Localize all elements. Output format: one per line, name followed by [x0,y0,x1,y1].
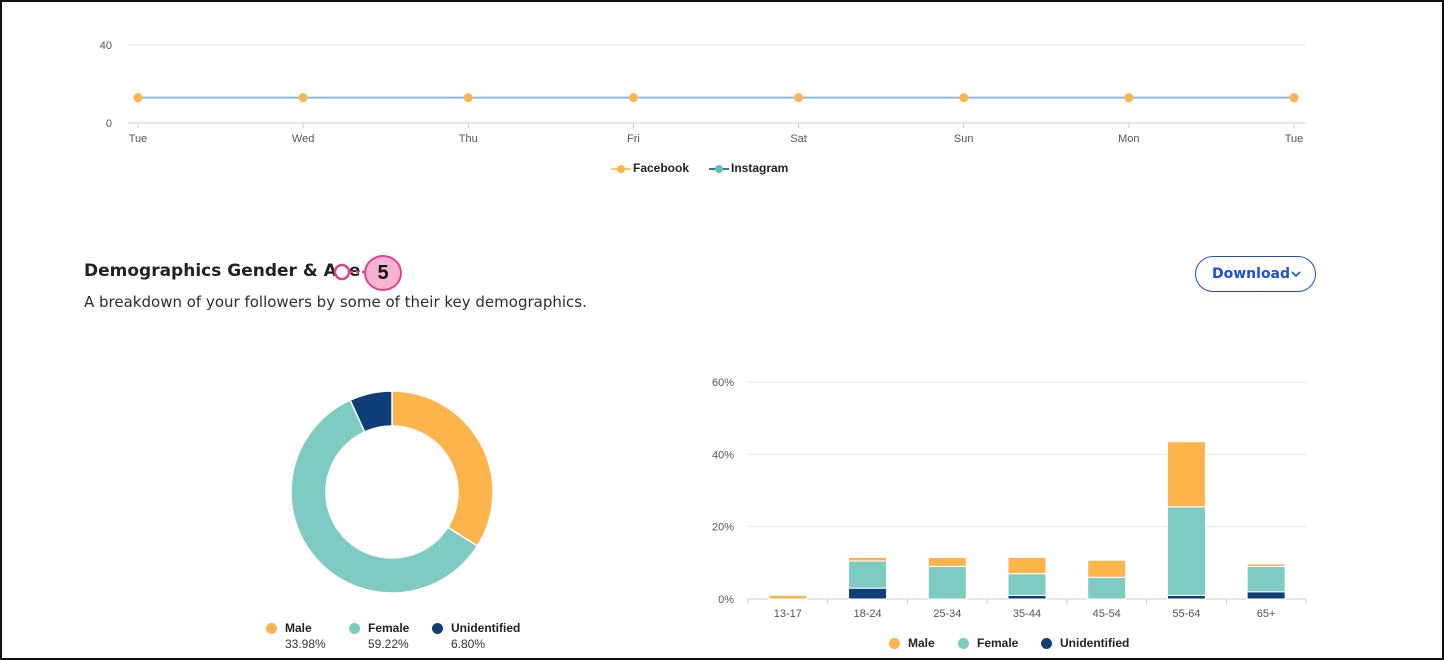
data-point[interactable] [1289,93,1299,103]
bar-segment-female[interactable] [848,560,888,589]
legend-label: Female [368,621,410,635]
download-button[interactable]: Download [1195,256,1316,292]
bar-segment-female[interactable] [1087,576,1127,600]
donut-slice-female[interactable] [290,399,479,594]
age-bar-chart: 0% 20% 40% 60% 13-17 18-24 25-34 35-44 45-54 55-6… [712,377,1307,620]
x-tick-label: 25-34 [933,608,961,620]
y-tick-label: 60% [712,377,734,389]
legend-dot-icon [889,638,900,649]
bar-segment-male[interactable] [927,556,967,567]
legend-dot-icon [432,623,443,634]
data-point[interactable] [133,93,143,103]
data-point[interactable] [959,93,969,103]
data-point[interactable] [298,93,308,103]
bar-segment-unidentified[interactable] [1166,594,1206,600]
legend-label: Unidentified [451,621,521,635]
x-tick-label: 55-64 [1172,608,1200,620]
x-tick-label: 18-24 [854,608,882,620]
bar-segment-unidentified[interactable] [1246,591,1286,600]
legend-label: Facebook [633,161,690,175]
bar-segment-unidentified[interactable] [848,587,888,600]
x-tick-label: Tue [1285,133,1304,145]
section-title: Demographics Gender & Age [84,261,361,281]
data-point[interactable] [1124,93,1134,103]
annotation-number-badge: 5 [364,255,402,291]
x-tick-label: 13-17 [774,608,802,620]
section-description: A breakdown of your followers by some of… [84,293,587,311]
legend-dot-icon [349,623,360,634]
x-tick-label: 35-44 [1013,608,1041,620]
gender-donut-chart [290,390,494,594]
x-tick-label: Tue [129,133,148,145]
data-point[interactable] [628,93,638,103]
x-tick-label: Sun [954,133,974,145]
donut-slice-male[interactable] [391,390,494,548]
x-tick-label: Thu [459,133,478,145]
y-tick-label: 0% [718,594,734,606]
chevron-down-icon [1291,271,1301,278]
donut-slice-unidentified[interactable] [349,390,393,433]
bar-segment-male[interactable] [1007,556,1047,575]
x-tick-label: Wed [292,133,314,145]
legend-dot-icon [1041,638,1052,649]
x-tick-label: Sat [790,133,807,145]
legend-percent: 59.22% [368,637,409,651]
annotation-marker-icon [333,263,366,281]
bar-segment-female[interactable] [1166,506,1206,596]
y-tick-label: 40% [712,449,734,461]
legend-label: Female [977,636,1019,650]
legend-dot-icon [958,638,969,649]
y-tick-label: 40 [100,40,112,52]
legend-percent: 33.98% [285,637,326,651]
bar-segment-female[interactable] [927,565,967,600]
legend-label: Male [285,621,312,635]
data-point[interactable] [794,93,804,103]
bar-segment-unidentified[interactable] [1007,594,1047,600]
legend-label: Instagram [731,161,789,175]
legend-label: Unidentified [1060,636,1130,650]
bar-segment-female[interactable] [1007,573,1047,596]
bar-segment-male[interactable] [848,556,888,562]
legend-line-symbol-icon [611,165,631,173]
x-tick-label: 65+ [1257,608,1276,620]
download-button-label: Download [1212,266,1291,282]
x-tick-label: 45-54 [1093,608,1121,620]
y-tick-label: 20% [712,522,734,534]
followers-line-chart: 0 40 Tue Wed Thu Fri Sat Sun Mon Tue [100,40,1306,145]
bar-segment-male[interactable] [1246,563,1286,567]
legend-label: Male [908,636,935,650]
legend-dot-icon [266,623,277,634]
legend-percent: 6.80% [451,637,486,651]
bar-segment-female[interactable] [1246,565,1286,593]
bar-segment-male[interactable] [1166,441,1206,508]
data-point[interactable] [463,93,473,103]
y-tick-label: 0 [106,118,112,130]
bar-segment-male[interactable] [1087,559,1127,578]
x-tick-label: Fri [627,133,640,145]
bar-segment-male[interactable] [768,594,808,600]
x-tick-label: Mon [1118,133,1139,145]
legend-line-symbol-icon [709,165,729,173]
